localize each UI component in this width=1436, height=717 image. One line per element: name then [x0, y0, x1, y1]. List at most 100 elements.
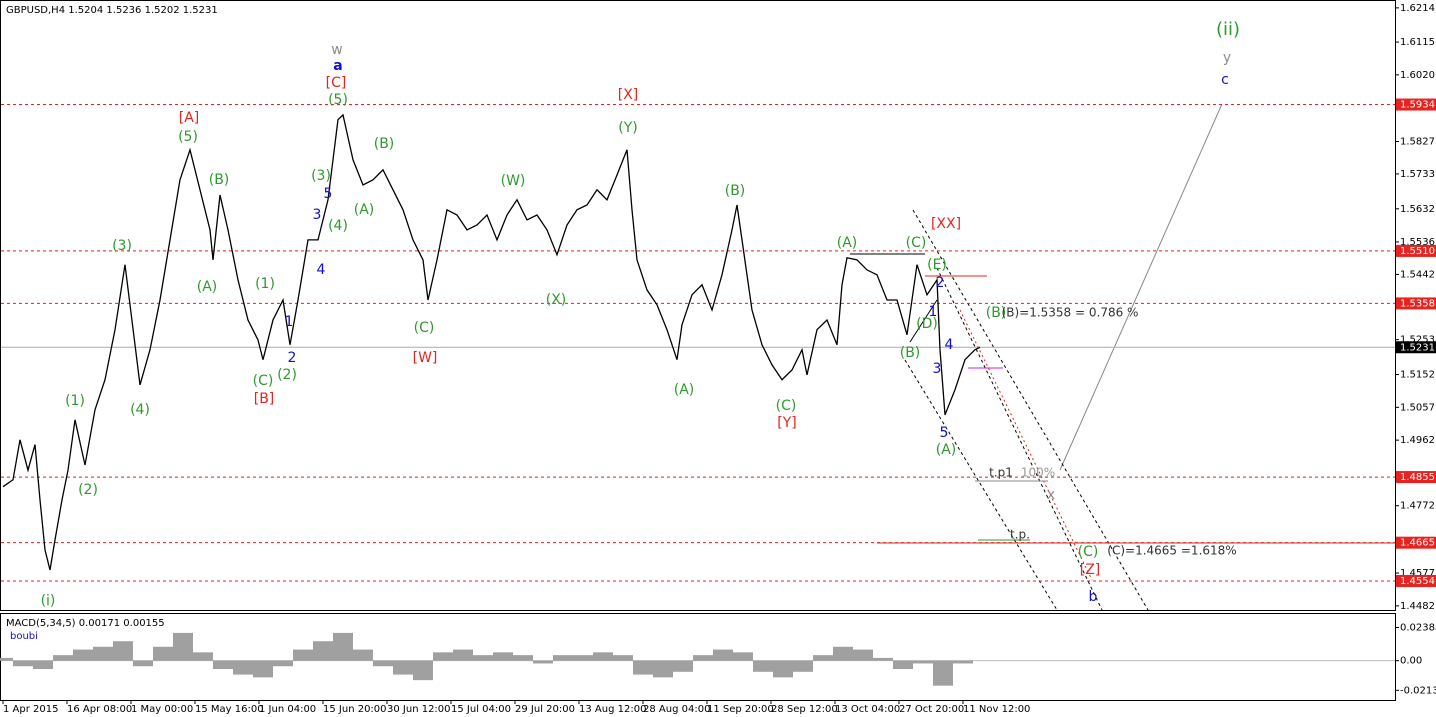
- y-tick-label: 1.5632: [1400, 204, 1435, 215]
- price-line: [2, 113, 981, 571]
- level-label: 1.5510: [1400, 246, 1435, 257]
- x-tick-label: 30 Jun 12:00: [387, 704, 451, 715]
- macd-bar: [753, 660, 773, 672]
- level-label: 1.5934: [1400, 100, 1435, 111]
- wave-label: (4): [328, 218, 348, 234]
- y-tick-label: 1.4482: [1400, 601, 1435, 612]
- x-tick-label: 15 Jun 20:00: [323, 704, 387, 715]
- macd-bar: [393, 660, 413, 675]
- wave-label: c: [1221, 72, 1229, 88]
- y-tick-label: 1.6020: [1400, 70, 1435, 81]
- x-tick-label: 13 Oct 04:00: [835, 704, 900, 715]
- wave-label: (B): [374, 136, 395, 152]
- macd-bar: [953, 660, 973, 664]
- y-tick-label: 1.5536: [1400, 237, 1435, 248]
- wave-label: (B): [209, 172, 230, 188]
- macd-bar: [293, 649, 313, 661]
- level-box: [1396, 536, 1436, 549]
- macd-bar: [693, 655, 713, 661]
- x-tick-label: 29 Jul 20:00: [515, 704, 575, 715]
- x-tick-label: 28 Aug 04:00: [643, 704, 710, 715]
- wave-label: (A): [837, 235, 858, 251]
- indicator-name: boubi: [10, 631, 38, 642]
- x-tick-label: 27 Oct 20:00: [899, 704, 964, 715]
- x-tick-label: 16 Apr 08:00: [67, 704, 132, 715]
- wave-label: 100%: [1021, 466, 1055, 480]
- channel-line: [959, 309, 1093, 581]
- wave-label: t.p.: [1010, 528, 1030, 542]
- macd-bar: [593, 652, 613, 661]
- macd-bar: [613, 655, 633, 661]
- trend-line: [1059, 103, 1223, 471]
- y-tick-label: 0.02388: [1400, 623, 1436, 634]
- wave-label: (A): [936, 442, 957, 458]
- wave-label: 1: [285, 314, 294, 330]
- level-label: 1.5358: [1400, 298, 1435, 309]
- wave-label: (W): [501, 173, 526, 189]
- macd-bar: [553, 655, 573, 661]
- wave-label: x: [1047, 487, 1055, 503]
- macd-title: MACD(5,34,5) 0.00171 0.00155: [6, 618, 165, 629]
- level-box: [1396, 574, 1436, 587]
- wave-label: (C): [906, 235, 927, 251]
- level-label: 1.4855: [1400, 472, 1435, 483]
- wave-label: (C): [1078, 544, 1099, 560]
- macd-bar: [33, 660, 53, 670]
- wave-label: [X]: [618, 87, 639, 103]
- wave-label: (2): [277, 367, 297, 383]
- y-tick-label: 1.6115: [1400, 37, 1435, 48]
- wave-label: 4: [945, 337, 954, 353]
- wave-label: (B): [725, 183, 746, 199]
- y-tick-label: -0.02132: [1400, 685, 1436, 696]
- macd-bar: [673, 660, 693, 672]
- level-box: [1396, 98, 1436, 111]
- x-tick-label: 1 Apr 2015: [3, 704, 58, 715]
- wave-label: [A]: [179, 110, 200, 126]
- x-tick-label: 15 Jul 04:00: [451, 704, 511, 715]
- wave-label: (3): [311, 168, 331, 184]
- channel-line: [904, 359, 1058, 611]
- level-label: 1.4665: [1400, 538, 1435, 549]
- wave-label: (B): [986, 305, 1007, 321]
- wave-label: (X): [546, 292, 567, 308]
- wave-label: (B): [900, 345, 921, 361]
- macd-bar: [413, 660, 433, 681]
- wave-label: [B]: [254, 391, 275, 407]
- y-tick-label: 1.5827: [1400, 136, 1435, 147]
- wave-label: (C): [776, 398, 797, 414]
- x-tick-label: 15 May 16:00: [195, 704, 264, 715]
- macd-bar: [233, 660, 253, 675]
- macd-bar: [153, 646, 173, 661]
- y-tick-label: 1.5253: [1400, 335, 1435, 346]
- level-label: 1.4554: [1400, 576, 1435, 587]
- wave-label: 5: [940, 425, 949, 441]
- y-tick-label: 1.4772: [1400, 501, 1435, 512]
- level-box: [1396, 297, 1436, 310]
- macd-pane: [0, 613, 1396, 701]
- macd-bar: [873, 657, 893, 661]
- macd-bar: [513, 655, 533, 661]
- current-price-label: 1.5231: [1400, 342, 1435, 353]
- macd-bar: [493, 652, 513, 661]
- macd-bar: [453, 649, 473, 661]
- wave-label: b: [1089, 589, 1098, 605]
- level-box: [1396, 471, 1436, 484]
- wave-label: (1): [255, 276, 275, 292]
- macd-bar: [713, 649, 733, 661]
- wave-label: (A): [197, 279, 218, 295]
- wave-label: [XX]: [931, 216, 961, 232]
- y-tick-label: 1.4962: [1400, 435, 1435, 446]
- macd-bar: [813, 655, 833, 661]
- macd-bar: [373, 660, 393, 667]
- macd-bar: [633, 660, 653, 675]
- macd-bar: [793, 660, 813, 672]
- macd-bar: [93, 646, 113, 661]
- wave-label: (C)=1.4665 =1.618%: [1107, 544, 1236, 558]
- y-tick-label: 1.5733: [1400, 169, 1435, 180]
- macd-bar: [0, 657, 13, 661]
- y-tick-label: 1.5442: [1400, 269, 1435, 280]
- wave-label: 2: [288, 350, 297, 366]
- wave-label: (5): [178, 129, 198, 145]
- wave-label: 4: [317, 262, 326, 278]
- macd-bar: [313, 641, 333, 661]
